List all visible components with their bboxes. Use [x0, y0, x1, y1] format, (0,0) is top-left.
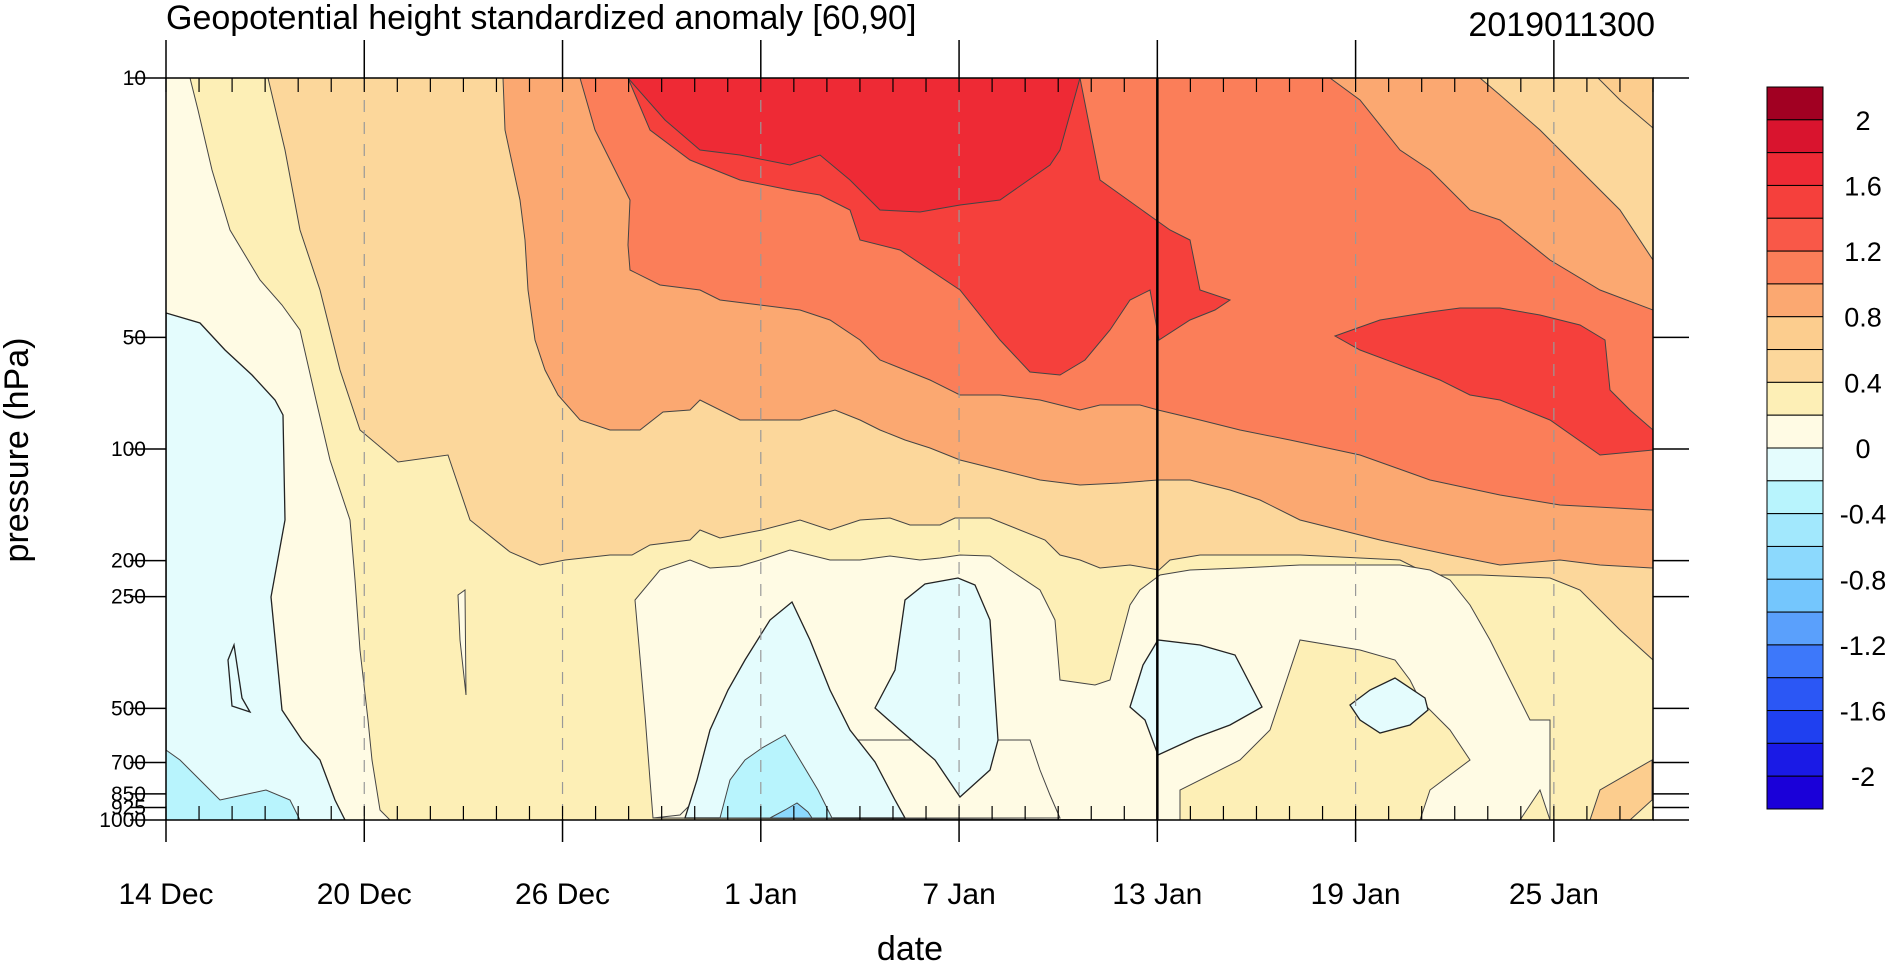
- colorbar-label: -0.8: [1840, 565, 1887, 595]
- y-tick-label: 50: [123, 326, 146, 349]
- colorbar-swatch: [1766, 775, 1824, 810]
- y-tick-label: 500: [111, 697, 146, 720]
- colorbar-swatch: [1766, 513, 1824, 547]
- y-tick-label: 850: [111, 783, 146, 806]
- colorbar-label: 2: [1855, 106, 1870, 136]
- colorbar-swatch: [1766, 414, 1824, 449]
- contour-band-neg02-7jan: [874, 577, 999, 798]
- contour-band-12-b: [1333, 307, 1653, 456]
- contour-band-neg02-13jan: [1129, 639, 1263, 756]
- colorbar-swatch: [1766, 742, 1824, 777]
- y-tick-label: 10: [123, 67, 146, 90]
- colorbar-swatch: [1766, 283, 1824, 318]
- colorbar-label: -1.6: [1840, 697, 1887, 727]
- colorbar-swatch: [1766, 644, 1824, 679]
- colorbar-swatch: [1766, 381, 1824, 416]
- x-tick-label: 20 Dec: [317, 878, 412, 911]
- contour-band-00-left-sliver: [457, 589, 467, 696]
- colorbar-swatch: [1766, 578, 1824, 613]
- x-tick-label: 26 Dec: [515, 878, 610, 911]
- colorbar-label: 0.4: [1844, 368, 1882, 398]
- plot-area: [166, 78, 1653, 820]
- contour-band-04: [1597, 78, 1653, 760]
- colorbar-label: -0.4: [1840, 500, 1887, 530]
- x-axis: 14 Dec 20 Dec 26 Dec 1 Jan 7 Jan 13 Jan 19 Jan…: [118, 40, 1654, 911]
- contour-band-neg04-left: [166, 749, 301, 820]
- y-tick-label: 700: [111, 752, 146, 775]
- contour-band-neg02-small: [227, 642, 252, 714]
- x-tick-label: 14 Dec: [118, 878, 213, 911]
- colorbar-label: 1.6: [1844, 171, 1882, 201]
- colorbar-swatch: [1766, 217, 1824, 252]
- contour-band-neg02-left: [166, 312, 346, 820]
- contour-band-04-b: [1589, 759, 1653, 820]
- colorbar-swatch: [1766, 480, 1824, 515]
- y-tick-label: 200: [111, 550, 146, 573]
- colorbar-swatch: [1766, 119, 1824, 154]
- chart-title: Geopotential height standardized anomaly…: [166, 0, 916, 37]
- colorbar-swatch: [1766, 545, 1824, 580]
- colorbar-label: -2: [1851, 762, 1875, 792]
- contour-band-14: [627, 78, 1081, 213]
- colorbar-swatch: [1766, 316, 1824, 351]
- y-tick-label: 100: [111, 438, 146, 461]
- contour-band-neg02-mid: [684, 600, 907, 819]
- colorbar-label: 0: [1855, 434, 1870, 464]
- colorbar-swatch: [1766, 677, 1824, 712]
- colorbar-label: 0.8: [1844, 303, 1882, 333]
- x-tick-label: 19 Jan: [1311, 878, 1401, 911]
- colorbar-label: 1.2: [1844, 237, 1882, 267]
- colorbar-swatch: [1766, 611, 1824, 646]
- x-tick-label: 1 Jan: [724, 878, 797, 911]
- x-tick-label: 7 Jan: [922, 878, 995, 911]
- y-axis-label: pressure (hPa): [0, 338, 36, 563]
- colorbar-swatch: [1766, 710, 1824, 744]
- x-tick-label: 25 Jan: [1509, 878, 1599, 911]
- colorbar: 2 1.6 1.2 0.8 0.4 0 -0.4 -0.8 -1.2 -1.6 -2: [1766, 86, 1887, 810]
- colorbar-swatch: [1766, 86, 1824, 121]
- colorbar-swatch: [1766, 447, 1824, 482]
- colorbar-label: -1.2: [1840, 631, 1887, 661]
- colorbar-swatch: [1766, 184, 1824, 219]
- y-tick-label: 1000: [99, 809, 146, 832]
- colorbar-swatch: [1766, 152, 1824, 186]
- y-tick-label: 250: [111, 586, 146, 609]
- x-axis-label: date: [877, 930, 943, 963]
- colorbar-swatch: [1766, 250, 1824, 285]
- x-tick-label: 13 Jan: [1112, 878, 1202, 911]
- contour-band-neg02-19jan: [1349, 677, 1429, 734]
- y-tick-label: 925: [111, 796, 146, 819]
- colorbar-swatch: [1766, 349, 1824, 383]
- chart-timestamp: 2019011300: [1468, 6, 1655, 44]
- contour-band-neg06: [769, 802, 813, 819]
